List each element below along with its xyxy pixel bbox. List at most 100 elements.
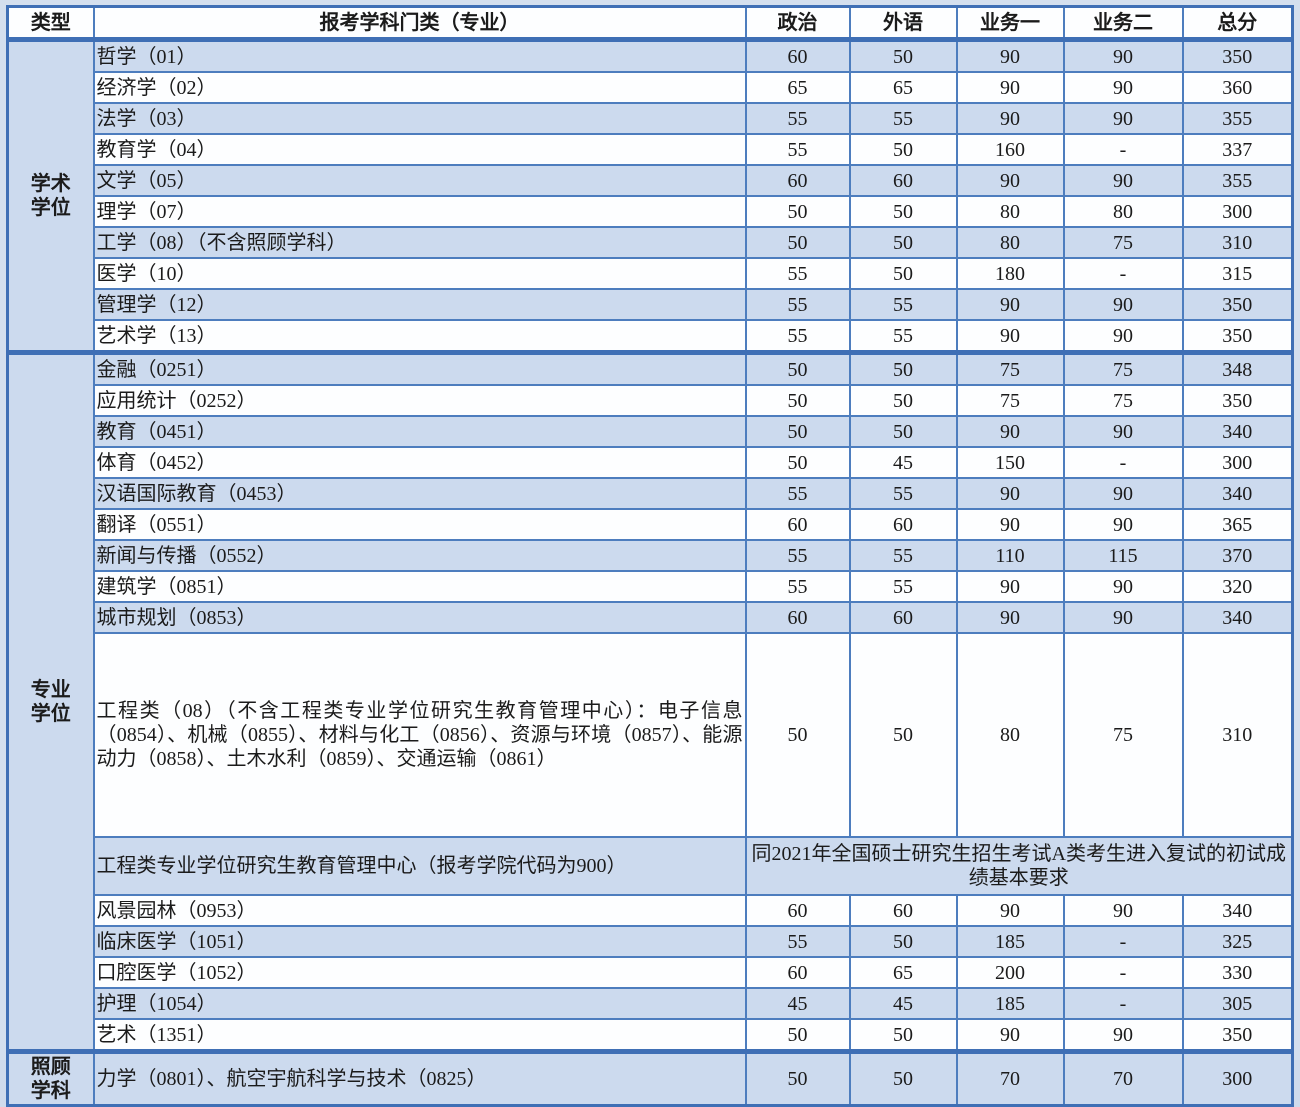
score-cell: 50 <box>744 226 851 259</box>
score-cell: 350 <box>1181 37 1294 73</box>
table-row: 应用统计（0252） 50 50 75 75 350 <box>8 384 1294 417</box>
score-cell: 90 <box>1062 102 1184 135</box>
score-cell: 305 <box>1181 987 1294 1020</box>
score-cell: 60 <box>744 164 851 197</box>
score-cell: 55 <box>744 288 851 321</box>
score-cell: 90 <box>955 894 1065 927</box>
score-cell: 55 <box>744 477 851 510</box>
score-cell: 55 <box>744 539 851 572</box>
type-label-line: 学位 <box>30 703 71 725</box>
table-row: 工学（08）（不含照顾学科） 50 50 80 75 310 <box>8 226 1294 259</box>
score-cell: 60 <box>744 37 851 73</box>
table-row: 法学（03） 55 55 90 90 355 <box>8 102 1294 135</box>
score-cell: 60 <box>848 601 958 634</box>
score-cell: 50 <box>848 632 958 838</box>
score-cell: 50 <box>744 384 851 417</box>
subject-cell: 医学（10） <box>92 257 747 290</box>
score-cell: 160 <box>955 133 1065 166</box>
table-row: 翻译（0551） 60 60 90 90 365 <box>8 508 1294 541</box>
subject-cell: 管理学（12） <box>92 288 747 321</box>
subject-cell: 理学（07） <box>92 195 747 228</box>
score-cell: 55 <box>744 319 851 354</box>
score-cell: 340 <box>1181 415 1294 448</box>
subject-cell: 金融（0251） <box>92 350 747 386</box>
score-cell: 325 <box>1181 925 1294 958</box>
score-cell: 80 <box>955 195 1065 228</box>
score-cell: 55 <box>744 257 851 290</box>
score-cell: 90 <box>955 508 1065 541</box>
table-row: 风景园林（0953） 60 60 90 90 340 <box>8 894 1294 927</box>
score-cell: 90 <box>955 477 1065 510</box>
table-row: 经济学（02） 65 65 90 90 360 <box>8 71 1294 104</box>
score-cell: 200 <box>955 956 1065 989</box>
score-cell: 360 <box>1181 71 1294 104</box>
score-cell: 350 <box>1181 384 1294 417</box>
score-cell: 180 <box>955 257 1065 290</box>
subject-cell: 新闻与传播（0552） <box>92 539 747 572</box>
score-cell: - <box>1062 987 1184 1020</box>
score-cell: - <box>1062 446 1184 479</box>
score-cell: 50 <box>848 226 958 259</box>
score-cell: 60 <box>848 164 958 197</box>
table-row: 新闻与传播（0552） 55 55 110 115 370 <box>8 539 1294 572</box>
score-cell: 60 <box>744 956 851 989</box>
score-cell: 50 <box>744 195 851 228</box>
score-cell: 300 <box>1181 195 1294 228</box>
score-cell: 370 <box>1181 539 1294 572</box>
score-cell: 340 <box>1181 894 1294 927</box>
table-row: 艺术（1351） 50 50 90 90 350 <box>8 1018 1294 1053</box>
score-cell: 90 <box>1062 37 1184 73</box>
score-cell: 80 <box>955 632 1065 838</box>
score-cell: 55 <box>744 570 851 603</box>
score-cell: 75 <box>1062 226 1184 259</box>
score-cell: 50 <box>744 1018 851 1053</box>
score-cell: 90 <box>955 102 1065 135</box>
subject-cell: 教育学（04） <box>92 133 747 166</box>
subject-cell: 风景园林（0953） <box>92 894 747 927</box>
score-cell: 75 <box>1062 384 1184 417</box>
score-cell: 110 <box>955 539 1065 572</box>
score-cell: 90 <box>1062 570 1184 603</box>
subject-cell: 应用统计（0252） <box>92 384 747 417</box>
score-cell: 310 <box>1181 632 1294 838</box>
score-cell: 90 <box>1062 894 1184 927</box>
score-cell: 50 <box>848 925 958 958</box>
score-cell: 75 <box>955 350 1065 386</box>
subject-cell: 翻译（0551） <box>92 508 747 541</box>
score-cell: 90 <box>955 37 1065 73</box>
table-row: 护理（1054） 45 45 185-305 <box>8 987 1294 1020</box>
score-cell: 50 <box>848 1018 958 1053</box>
score-cell: 60 <box>744 894 851 927</box>
score-cell: 355 <box>1181 164 1294 197</box>
type-cell: 学术 学位 <box>6 37 95 354</box>
header-row: 类型 报考学科门类（专业） 政治 外语 业务一 业务二 总分 <box>6 5 1294 42</box>
table-row: 汉语国际教育（0453） 55 55 90 90 340 <box>8 477 1294 510</box>
subject-cell: 工学（08）（不含照顾学科） <box>92 226 747 259</box>
score-cell: 90 <box>1062 1018 1184 1053</box>
score-cell: 90 <box>1062 288 1184 321</box>
table-row: 管理学（12） 55 55 90 90 350 <box>8 288 1294 321</box>
table-row: 医学（10） 55 50 180-315 <box>8 257 1294 290</box>
score-cell: - <box>1062 925 1184 958</box>
score-cell: 75 <box>1062 632 1184 838</box>
score-cell: 350 <box>1181 1018 1294 1053</box>
score-cell: 90 <box>1062 319 1184 354</box>
header-type: 类型 <box>6 5 95 42</box>
table-row: 专业 学位 金融（0251） 50 50 75 75 348 <box>6 350 1294 1053</box>
score-cell: 65 <box>744 71 851 104</box>
score-cell: 90 <box>955 71 1065 104</box>
score-cell: 45 <box>848 987 958 1020</box>
table-row: 理学（07） 50 50 80 80 300 <box>8 195 1294 228</box>
score-cell: 90 <box>1062 601 1184 634</box>
score-cell: 50 <box>848 257 958 290</box>
score-cell: 50 <box>848 37 958 73</box>
header-subject: 报考学科门类（专业） <box>92 5 747 42</box>
type-cell: 专业 学位 <box>6 350 95 1053</box>
score-cell: 50 <box>848 350 958 386</box>
subject-cell: 法学（03） <box>92 102 747 135</box>
table-row: 口腔医学（1052） 60 65 200-330 <box>8 956 1294 989</box>
score-cell: 300 <box>1181 446 1294 479</box>
score-cell: 50 <box>744 632 851 838</box>
score-cell: 55 <box>744 102 851 135</box>
score-cell: 50 <box>744 446 851 479</box>
